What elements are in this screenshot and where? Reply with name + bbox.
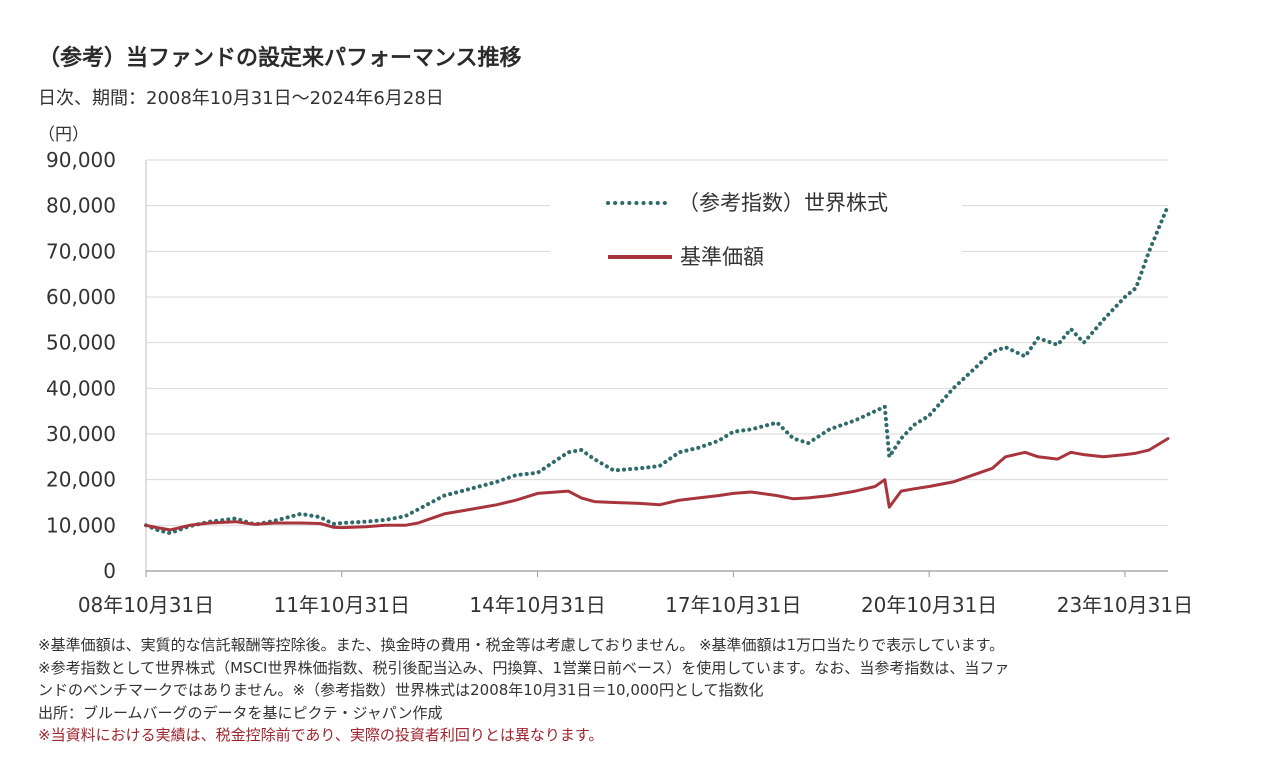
legend-background <box>550 176 962 296</box>
y-tick-label: 40,000 <box>46 376 116 400</box>
footnote-disclaimer: ※当資料における実績は、税金控除前であり、実際の投資者利回りとは異なります。 <box>38 726 604 744</box>
y-tick-label: 30,000 <box>46 422 116 446</box>
x-tick-label: 08年10月31日 <box>78 593 214 617</box>
footnote-3: ンドのベンチマークではありません。※（参考指数）世界株式は2008年10月31日… <box>38 681 764 699</box>
chart-subtitle: 日次、期間：2008年10月31日～2024年6月28日 <box>38 88 444 109</box>
y-tick-label: 60,000 <box>46 285 116 309</box>
grid-lines <box>145 159 1168 572</box>
y-tick-label: 90,000 <box>46 148 116 172</box>
y-tick-label: 0 <box>103 559 116 583</box>
x-tick-label: 11年10月31日 <box>274 593 410 617</box>
x-tick-label: 17年10月31日 <box>665 593 801 617</box>
legend-label-world-equity: （参考指数）世界株式 <box>678 191 888 215</box>
chart-title: （参考）当ファンドの設定来パフォーマンス推移 <box>38 46 522 71</box>
footnote-source: 出所：ブルームバーグのデータを基にピクテ・ジャパン作成 <box>38 703 443 722</box>
footnote-2: ※参考指数として世界株式（MSCI世界株価指数、税引後配当込み、円換算、1営業日… <box>38 658 1010 677</box>
series-nav-line <box>144 437 1170 532</box>
footnotes: ※基準価額は、実質的な信託報酬等控除後。また、換金時の費用・税金等は考慮しており… <box>38 634 1268 747</box>
performance-line-chart: 90,000 80,000 70,000 60,000 50,000 40,000 30,0… <box>46 148 1193 617</box>
y-tick-label: 10,000 <box>46 513 116 537</box>
series-lines <box>144 203 1170 536</box>
y-tick-label: 20,000 <box>46 468 116 492</box>
series-world-equity-line <box>144 203 1170 536</box>
x-tick-label: 23年10月31日 <box>1057 593 1193 617</box>
legend-label-nav: 基準価額 <box>680 245 764 269</box>
y-tick-label: 50,000 <box>46 331 116 355</box>
x-tick-label: 14年10月31日 <box>469 593 605 617</box>
y-tick-label: 80,000 <box>46 194 116 218</box>
y-axis-ticks: 90,000 80,000 70,000 60,000 50,000 40,000 30,0… <box>46 148 116 583</box>
y-axis-unit-label: （円） <box>38 125 89 145</box>
x-tick-label: 20年10月31日 <box>861 593 997 617</box>
footnote-1: ※基準価額は、実質的な信託報酬等控除後。また、換金時の費用・税金等は考慮しており… <box>38 636 1005 654</box>
x-axis-ticks: 08年10月31日 11年10月31日 14年10月31日 17年10月31日 20年1… <box>78 571 1193 617</box>
y-tick-label: 70,000 <box>46 239 116 263</box>
